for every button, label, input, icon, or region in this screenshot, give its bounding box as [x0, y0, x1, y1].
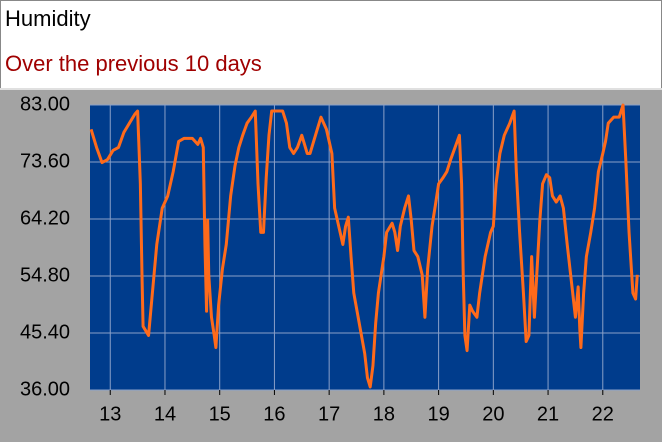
x-tick-label: 18 [373, 403, 395, 425]
chart-title: Humidity [5, 6, 91, 31]
y-tick-label: 83.00 [20, 93, 70, 115]
x-tick-label: 16 [263, 403, 285, 425]
y-tick-label: 54.80 [20, 264, 70, 286]
x-tick-label: 17 [318, 403, 340, 425]
x-tick-label: 14 [154, 403, 176, 425]
y-tick-label: 64.20 [20, 207, 70, 229]
y-tick-label: 45.40 [20, 321, 70, 343]
line [89, 103, 639, 389]
x-tick-label: 19 [427, 403, 449, 425]
x-tick-label: 13 [99, 403, 121, 425]
x-tick-label: 22 [592, 403, 614, 425]
y-tick-label: 73.60 [20, 150, 70, 172]
x-tick-label: 15 [209, 403, 231, 425]
chart-subtitle: Over the previous 10 days [5, 51, 262, 76]
y-tick-label: 36.00 [20, 378, 70, 400]
x-tick-label: 21 [537, 403, 559, 425]
x-tick-label: 20 [482, 403, 504, 425]
